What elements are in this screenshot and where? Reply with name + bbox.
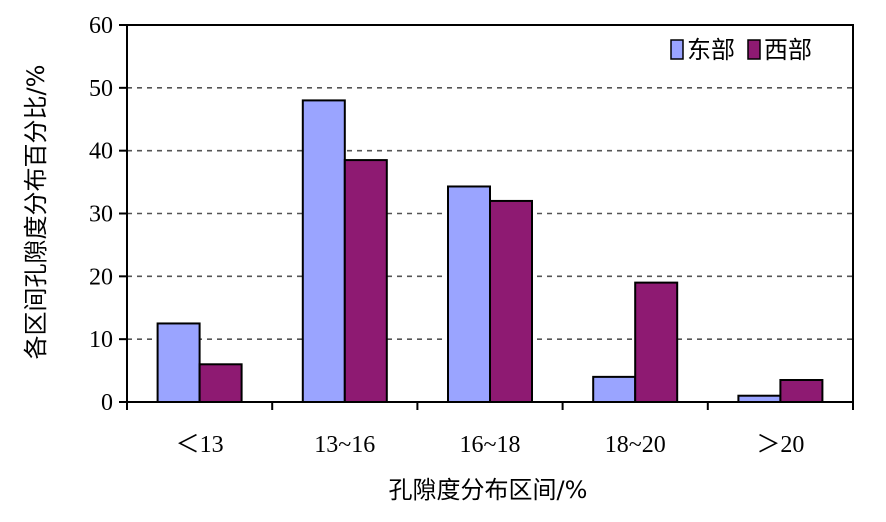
bar-east-0	[156, 322, 201, 404]
x-tick-labels: ＜13 13~16 16~18 18~20 ＞20	[176, 432, 805, 458]
y-tick-label: 0	[101, 390, 113, 416]
y-tick-label: 40	[89, 139, 113, 165]
y-axis-title: 各区间孔隙度分布百分比/%	[22, 65, 50, 360]
y-tick-labels: 0 10 20 30 40 50 60	[89, 13, 113, 416]
bar-west-3	[634, 281, 679, 403]
legend-label-west: 西部	[764, 36, 812, 64]
bars	[156, 99, 824, 404]
x-tick-label: 18~20	[605, 432, 666, 458]
y-tick-label: 20	[89, 264, 113, 290]
bar-east-3	[592, 375, 637, 404]
legend-label-east: 东部	[687, 36, 735, 64]
x-axis-title: 孔隙度分布区间/%	[389, 476, 588, 504]
bar-west-0	[198, 363, 243, 403]
bar-west-4	[779, 379, 824, 403]
x-tick-label: 13~16	[314, 432, 375, 458]
legend-swatch-east	[670, 39, 684, 60]
legend-swatch-west	[747, 39, 761, 60]
bar-east-2	[447, 185, 491, 403]
bar-west-2	[489, 199, 533, 403]
y-tick-label: 10	[89, 327, 113, 353]
bar-east-1	[301, 99, 346, 404]
y-tick-label: 60	[89, 13, 113, 39]
x-tick-label: ＜13	[176, 432, 224, 458]
legend: 东部 西部	[670, 36, 812, 64]
axes	[119, 24, 854, 410]
y-tick-label: 30	[89, 202, 113, 228]
bar-west-1	[343, 159, 388, 403]
x-tick-label: 16~18	[460, 432, 521, 458]
y-tick-label: 50	[89, 76, 113, 102]
x-tick-label: ＞20	[756, 432, 804, 458]
